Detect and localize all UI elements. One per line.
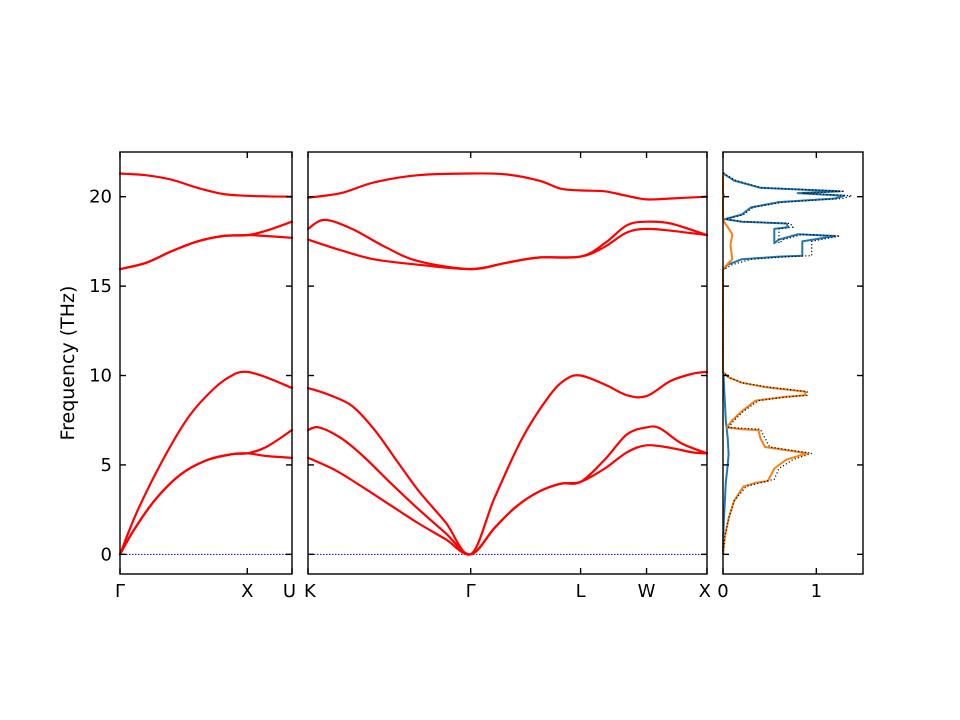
x-tick-label-0-2: U: [283, 581, 296, 602]
x-tick-label-1-1: Γ: [466, 581, 476, 602]
panel-frame-0: [119, 151, 293, 575]
dos-x-tick-label-1: 1: [811, 581, 822, 602]
x-tick-label-1-4: X: [699, 581, 711, 602]
dos-curve-total: [722, 172, 852, 555]
band-line-1-4: [306, 218, 709, 271]
x-tick-label-1-2: L: [576, 581, 586, 602]
x-tick-label-1-3: W: [638, 581, 656, 602]
x-tick-label-0-0: Γ: [115, 581, 125, 602]
band-line-0-5: [118, 172, 294, 198]
dos-x-tick-label-0: 0: [717, 581, 728, 602]
y-tick-label-2: 10: [89, 366, 112, 387]
band-line-1-5: [306, 172, 709, 201]
y-axis-title: Frequency (THz): [57, 286, 79, 441]
y-tick-label-4: 20: [89, 187, 112, 208]
band-line-1-2: [306, 370, 709, 556]
band-line-0-1: [118, 429, 294, 556]
y-tick-label-0: 0: [101, 544, 112, 565]
band-line-0-2: [118, 370, 294, 556]
dos-curve-partial-1: [722, 171, 846, 555]
x-tick-label-0-1: X: [241, 581, 253, 602]
band-line-0-4: [118, 220, 294, 271]
band-line-1-1: [306, 425, 709, 556]
x-tick-label-1-0: K: [304, 581, 317, 602]
y-tick-label-1: 5: [101, 455, 112, 476]
dos-curve-partial-2: [722, 173, 808, 555]
panel-frame-1: [307, 151, 708, 575]
y-tick-label-3: 15: [89, 276, 112, 297]
band-line-0-0: [118, 452, 294, 556]
panel-frame-2: [722, 151, 864, 575]
